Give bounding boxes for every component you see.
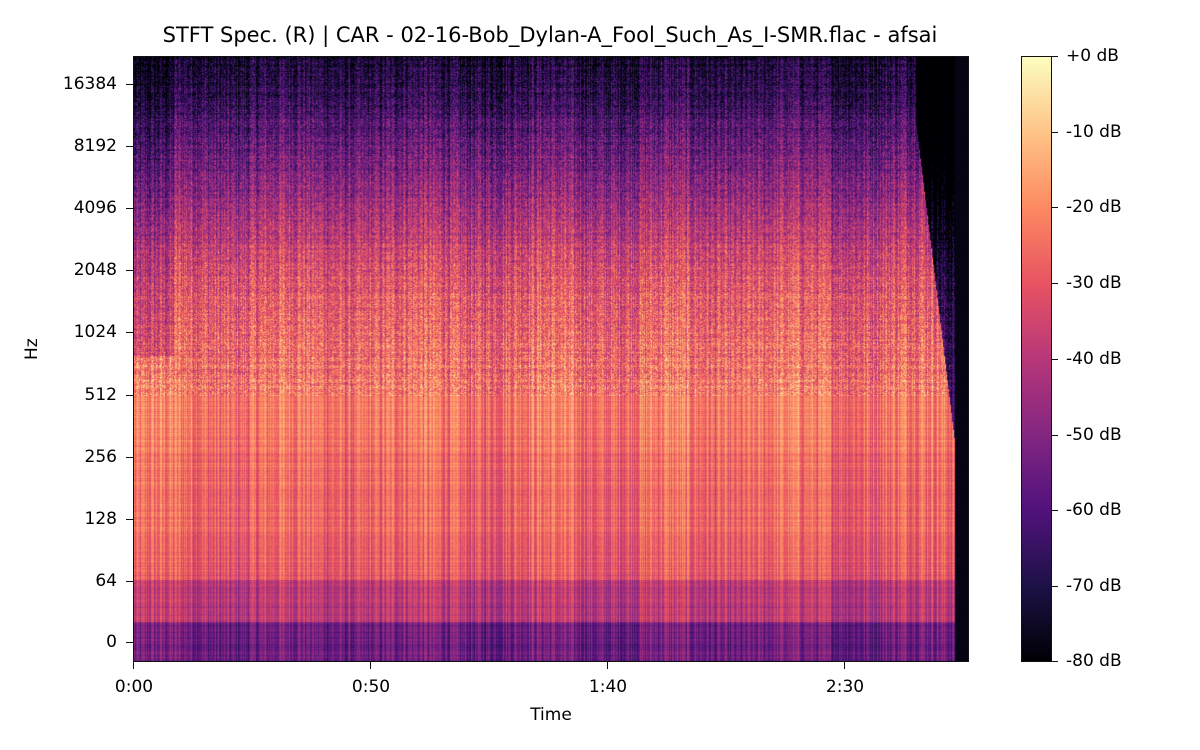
y-tick (126, 146, 133, 148)
colorbar-tick-label: -50 dB (1066, 425, 1122, 445)
chart-title: STFT Spec. (R) | CAR - 02-16-Bob_Dylan-A… (162, 23, 938, 47)
x-tick-label: 2:30 (825, 677, 865, 697)
colorbar-tick-label: +0 dB (1066, 46, 1119, 66)
colorbar-tick-label: -80 dB (1066, 651, 1122, 671)
colorbar-tick-label: -40 dB (1066, 349, 1122, 369)
y-tick (126, 208, 133, 210)
y-tick-label: 128 (84, 509, 117, 529)
x-tick-label: 1:40 (588, 677, 628, 697)
colorbar-tick-label: -20 dB (1066, 197, 1122, 217)
y-tick (126, 332, 133, 334)
x-tick-label: 0:50 (351, 677, 391, 697)
y-tick (126, 84, 133, 86)
x-tick (370, 662, 372, 669)
y-tick (126, 642, 133, 644)
colorbar-tick (1052, 207, 1058, 209)
colorbar-tick (1052, 586, 1058, 588)
colorbar-tick (1052, 510, 1058, 512)
colorbar-tick (1052, 661, 1058, 663)
y-tick-label: 16384 (62, 74, 117, 94)
y-tick-label: 64 (95, 571, 117, 591)
colorbar-tick (1052, 56, 1058, 58)
y-tick (126, 581, 133, 583)
y-tick-label: 4096 (73, 198, 117, 218)
y-tick (126, 457, 133, 459)
y-tick-label: 8192 (73, 136, 117, 156)
x-tick (844, 662, 846, 669)
x-tick-label: 0:00 (114, 677, 154, 697)
colorbar-tick-label: -60 dB (1066, 500, 1122, 520)
y-tick-label: 512 (84, 385, 117, 405)
y-tick-label: 2048 (73, 260, 117, 280)
x-tick (133, 662, 135, 669)
colorbar-tick (1052, 359, 1058, 361)
colorbar-tick-label: -30 dB (1066, 273, 1122, 293)
colorbar-tick (1052, 132, 1058, 134)
spectrogram-plot-area (133, 56, 969, 662)
colorbar-tick (1052, 435, 1058, 437)
colorbar (1021, 56, 1052, 662)
y-tick (126, 519, 133, 521)
y-tick (126, 270, 133, 272)
colorbar-tick-label: -10 dB (1066, 122, 1122, 142)
x-tick (607, 662, 609, 669)
colorbar-tick (1052, 283, 1058, 285)
y-tick (126, 395, 133, 397)
spectrogram-image (134, 57, 968, 661)
y-tick-label: 256 (84, 447, 117, 467)
y-tick-label: 1024 (73, 322, 117, 342)
colorbar-tick-label: -70 dB (1066, 576, 1122, 596)
y-axis-label: Hz (22, 338, 42, 360)
y-tick-label: 0 (106, 632, 117, 652)
